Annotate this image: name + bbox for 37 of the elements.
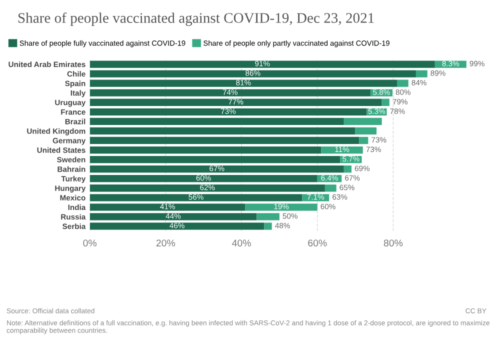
chart-title: Share of people vaccinated against COVID-19, Dec 23, 2021 <box>18 12 374 26</box>
bar <box>90 213 257 220</box>
bar <box>90 194 302 202</box>
bar <box>90 136 360 144</box>
bar <box>90 146 322 154</box>
bar <box>90 60 435 68</box>
bar <box>90 165 344 173</box>
bar <box>434 60 466 68</box>
bar <box>90 184 325 192</box>
bar <box>90 204 246 211</box>
bar <box>90 108 367 116</box>
bar <box>90 118 344 126</box>
bar <box>245 204 318 211</box>
x-tick-label: 0% <box>83 240 96 246</box>
bar <box>324 184 336 192</box>
bar <box>344 118 382 126</box>
bar <box>416 70 428 78</box>
bar <box>359 136 368 144</box>
bar <box>90 222 264 230</box>
bar <box>90 70 416 78</box>
x-tick-label: 40% <box>232 240 251 246</box>
x-tick-label: 80% <box>384 240 403 246</box>
bar <box>90 98 382 106</box>
bar <box>90 80 398 87</box>
bar <box>90 127 356 135</box>
bar <box>264 222 272 230</box>
x-tick-label: 60% <box>308 240 327 246</box>
bar <box>321 146 363 154</box>
bar <box>90 89 370 96</box>
bar <box>90 156 340 164</box>
bar <box>397 80 408 87</box>
bar <box>382 98 390 106</box>
bar <box>344 165 352 173</box>
bar <box>90 175 318 182</box>
bar <box>256 213 280 220</box>
x-tick-label: 20% <box>156 240 176 246</box>
bar <box>355 127 377 135</box>
